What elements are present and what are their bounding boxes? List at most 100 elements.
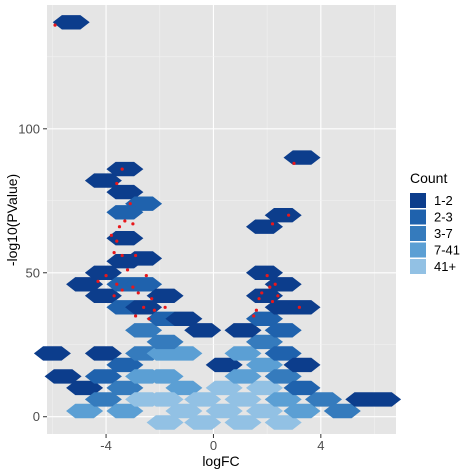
data-point	[144, 274, 148, 278]
hexbin	[125, 277, 163, 292]
hexbin	[106, 161, 144, 177]
hexbin	[146, 288, 184, 303]
data-point	[125, 268, 130, 272]
data-point	[131, 285, 135, 289]
hexbin	[246, 288, 283, 303]
data-point	[297, 305, 301, 309]
hexbin	[224, 323, 262, 338]
x-tick-label: -4	[100, 438, 112, 453]
hexbin	[165, 380, 203, 396]
legend-label: 2-3	[434, 210, 453, 225]
hexbin	[224, 346, 262, 361]
hexbin	[305, 392, 342, 407]
legend-swatch	[410, 226, 426, 241]
data-point	[53, 23, 57, 27]
data-point	[260, 291, 264, 295]
legend-title: Count	[410, 170, 447, 186]
data-point	[147, 317, 151, 321]
data-point	[265, 274, 269, 278]
data-point	[112, 251, 116, 255]
hexbin	[106, 403, 144, 419]
y-tick-label: 100	[18, 121, 40, 136]
data-point	[287, 213, 291, 217]
data-point	[254, 308, 258, 312]
legend-label: 1-2	[434, 193, 453, 208]
data-point	[273, 282, 277, 286]
hexbin	[205, 357, 243, 373]
data-point	[123, 219, 127, 223]
hexbin	[246, 265, 283, 280]
hexbin-layer	[33, 15, 402, 430]
hexbin	[246, 334, 283, 350]
legend-label: 7-41	[434, 243, 460, 258]
data-point	[150, 297, 154, 301]
hexbin	[146, 392, 184, 407]
x-tick-label: 4	[317, 438, 324, 453]
hexbin	[264, 277, 302, 292]
x-axis-ticks: -4 0 4	[100, 434, 324, 453]
y-tick-label: 0	[33, 409, 40, 424]
hexbin	[106, 184, 144, 200]
data-point	[152, 308, 156, 312]
hexbin	[165, 346, 203, 361]
data-point	[115, 181, 119, 186]
hexbin	[184, 415, 222, 430]
hexbin	[224, 369, 262, 384]
hexbin	[224, 415, 262, 430]
data-point	[276, 294, 280, 298]
data-point	[292, 161, 296, 165]
data-point	[120, 288, 124, 292]
hexbin	[205, 403, 243, 419]
hexbin	[264, 346, 302, 361]
hexbin	[364, 392, 402, 407]
hexbin	[165, 311, 203, 326]
hexbin	[33, 346, 71, 361]
data-point	[270, 299, 275, 304]
hexbin	[84, 288, 122, 303]
legend-swatch	[410, 259, 426, 274]
hexbin	[84, 392, 122, 407]
hexbin	[283, 150, 321, 165]
data-point	[128, 202, 132, 206]
hexbin	[84, 173, 122, 188]
data-point	[136, 291, 140, 295]
hexbin	[146, 334, 184, 350]
hexbin	[125, 323, 163, 338]
data-point	[133, 314, 138, 318]
y-axis-title: -log10(PValue)	[4, 174, 20, 266]
legend-swatch	[410, 209, 426, 225]
hexbin	[264, 323, 302, 338]
hexbin	[44, 369, 82, 384]
hexbin	[106, 205, 144, 220]
x-tick-label: 0	[210, 438, 217, 453]
hexbin	[264, 415, 302, 430]
hexbin	[205, 380, 243, 396]
hexbin	[66, 277, 104, 292]
y-tick-label: 50	[26, 265, 40, 280]
data-point	[115, 239, 119, 243]
legend-swatch	[410, 193, 426, 208]
x-axis-title: logFC	[202, 453, 239, 469]
data-point	[131, 222, 135, 226]
data-point	[133, 253, 138, 258]
data-point	[115, 282, 119, 286]
hexbin	[246, 380, 283, 396]
data-point	[268, 285, 272, 289]
hexbin	[224, 392, 262, 407]
data-point	[163, 305, 167, 309]
hexbin	[106, 357, 144, 373]
hexbin	[184, 323, 222, 338]
hexbin	[84, 346, 122, 361]
data-point	[120, 167, 124, 171]
hexbin	[283, 403, 321, 419]
data-point	[142, 305, 146, 309]
data-point	[252, 314, 256, 318]
hexbin	[246, 311, 283, 326]
hexbin	[264, 392, 302, 407]
hexbin	[146, 415, 184, 430]
hexbin	[106, 380, 144, 396]
data-point	[96, 279, 100, 284]
data-point	[112, 294, 116, 298]
